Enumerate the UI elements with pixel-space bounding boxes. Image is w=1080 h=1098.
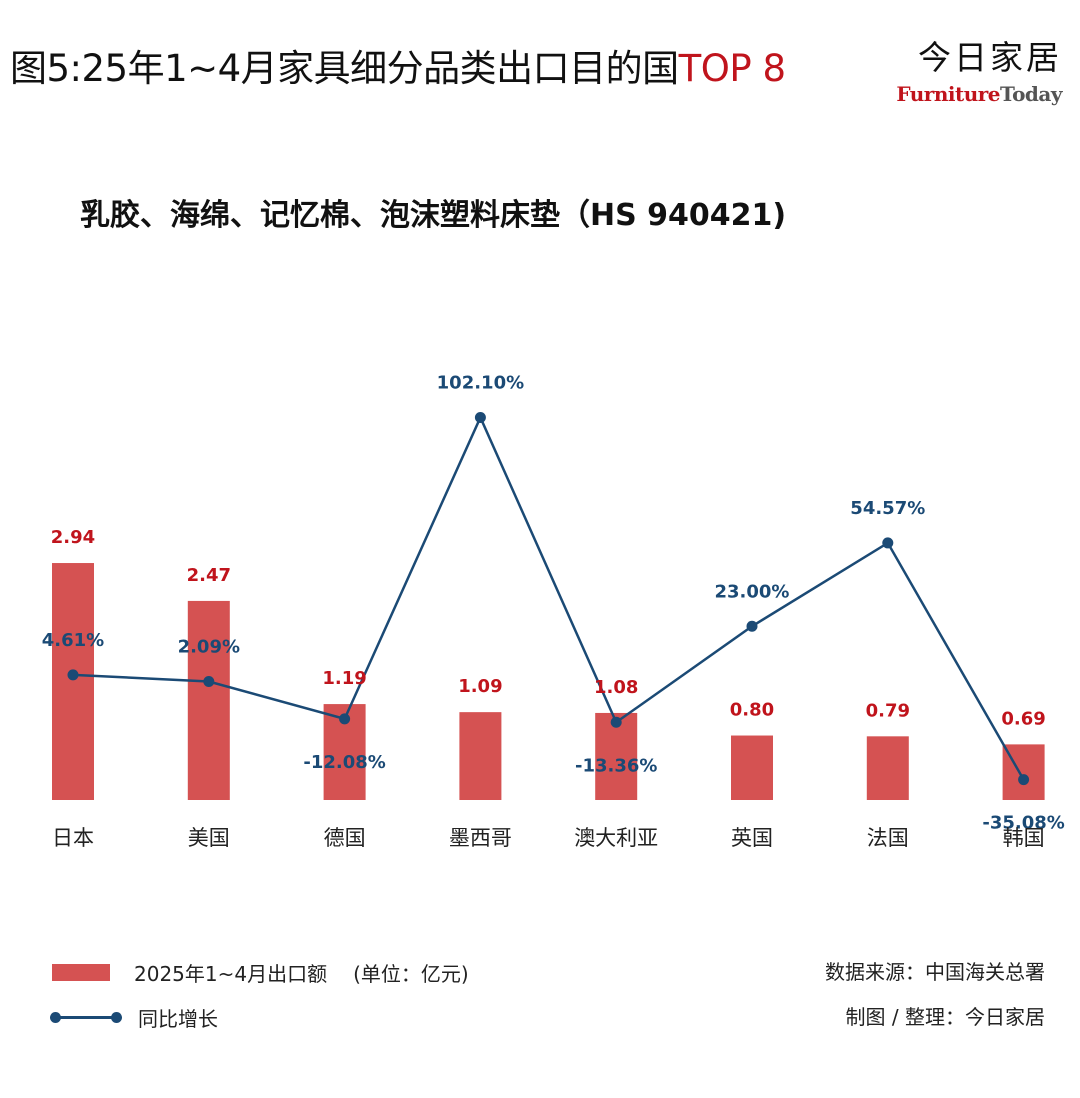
growth-line <box>72 414 1025 781</box>
made-by-text: 制图 / 整理：今日家居 <box>845 1005 1045 1029</box>
bar <box>731 735 773 800</box>
source-credits: 数据来源：中国海关总署 制图 / 整理：今日家居 <box>825 955 1045 1045</box>
bar <box>187 600 230 800</box>
category-label: 英国 <box>731 826 773 850</box>
category-label: 德国 <box>324 826 366 850</box>
legend-line-label: 同比增长 <box>138 1006 218 1031</box>
growth-label: 102.10% <box>437 372 525 393</box>
brand-name-en-a: Furniture <box>896 82 1000 106</box>
growth-label: -35.08% <box>982 813 1064 834</box>
bar-value-label: 2.47 <box>187 565 231 586</box>
bar-value-label: 0.80 <box>730 700 774 721</box>
growth-point <box>610 716 622 728</box>
legend-item-line: 同比增长 <box>50 1000 469 1034</box>
bar-value-label: 1.19 <box>322 668 366 689</box>
growth-point <box>67 669 79 681</box>
growth-point <box>474 411 486 423</box>
brand-name-cn: 今日家居 <box>918 38 1062 77</box>
bar <box>866 736 909 800</box>
category-label: 韩国 <box>1003 826 1045 850</box>
legend-bar-swatch <box>52 963 110 981</box>
page-title: 图5:25年1~4月家具细分品类出口目的国TOP 8 <box>10 38 786 92</box>
legend: 2025年1~4月出口额 (单位：亿元) 同比增长 <box>50 955 469 1045</box>
bar-value-label: 0.69 <box>1001 708 1045 729</box>
growth-label: 2.09% <box>178 636 240 657</box>
chart-title: 乳胶、海绵、记忆棉、泡沫塑料床垫（HS 940421) <box>80 198 787 233</box>
growth-label: -13.36% <box>575 755 657 776</box>
brand-name-en: FurnitureToday <box>896 82 1062 106</box>
growth-label: 4.61% <box>42 630 104 651</box>
legend-bar-label: 2025年1~4月出口额 <box>134 961 328 986</box>
growth-point <box>203 675 215 687</box>
category-label: 澳大利亚 <box>574 826 658 850</box>
legend-line-swatch <box>50 1010 122 1024</box>
category-label: 日本 <box>52 826 94 850</box>
growth-label: 23.00% <box>715 581 790 602</box>
brand-logo: 今日家居 FurnitureToday <box>896 38 1062 106</box>
growth-label: 54.57% <box>850 498 925 519</box>
category-label: 法国 <box>867 826 909 850</box>
bar-value-label: 2.94 <box>51 527 95 548</box>
legend-unit-label: (单位：亿元) <box>353 961 469 986</box>
bar-value-label: 1.09 <box>458 676 502 697</box>
data-source-text: 数据来源：中国海关总署 <box>825 960 1045 984</box>
legend-item-bars: 2025年1~4月出口额 (单位：亿元) <box>52 955 469 989</box>
bar-value-label: 0.79 <box>866 700 910 721</box>
chart: 2.94 2.47 1.19 1.09 1.08 0.80 0.79 0.69 4.61% 2.0… <box>42 372 1065 850</box>
brand-name-en-b: Today <box>1000 82 1063 106</box>
category-label: 美国 <box>188 826 230 850</box>
growth-point <box>746 620 758 632</box>
bar <box>52 563 94 800</box>
bar <box>459 712 502 800</box>
page-title-main: 图5:25年1~4月家具细分品类出口目的国 <box>10 47 679 90</box>
growth-label: -12.08% <box>303 752 385 773</box>
growth-point <box>882 537 894 549</box>
growth-point <box>1018 774 1030 786</box>
category-label: 墨西哥 <box>449 826 512 850</box>
growth-point <box>339 713 351 725</box>
page-title-accent: TOP 8 <box>678 47 786 90</box>
bar-value-label: 1.08 <box>594 677 638 698</box>
